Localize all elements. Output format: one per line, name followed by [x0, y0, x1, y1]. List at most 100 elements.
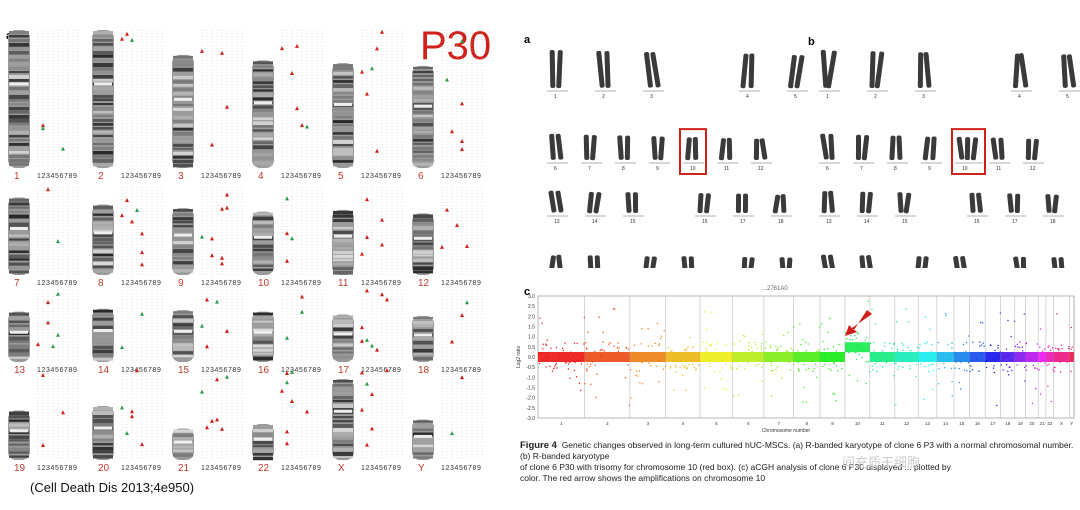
x-tick-label: 21: [1040, 421, 1046, 426]
chromosome-band: [253, 109, 273, 112]
acgh-dense-band: [869, 352, 895, 362]
chromosome-X: X 123456789: [332, 368, 403, 474]
chromosome-band: [333, 160, 353, 163]
karyotype-label: 14: [592, 219, 598, 225]
x-tick-label: 7: [777, 421, 780, 426]
acgh-point: [1034, 367, 1037, 369]
acgh-point: [968, 335, 970, 337]
centromere: [254, 101, 272, 105]
acgh-point: [980, 353, 982, 355]
acgh-point: [815, 376, 818, 379]
chromosome-band: [333, 164, 353, 167]
aberration-marker: [375, 46, 379, 51]
chromosome-band: [93, 349, 113, 354]
aberration-marker: [46, 187, 50, 192]
acgh-point: [710, 344, 712, 346]
aberration-marker: [370, 392, 374, 397]
chromosome-band: [413, 336, 433, 341]
karyotype-chromosome: [688, 256, 695, 268]
chromosome-band: [93, 111, 113, 114]
acgh-point: [598, 316, 600, 318]
acgh-point: [545, 344, 548, 347]
acgh-point: [584, 341, 587, 344]
chromosome-band: [253, 344, 273, 348]
x-axis-label: Chromosome number: [762, 428, 811, 434]
karyotype-chromosome: [786, 257, 793, 268]
karyotype-chromosome: [555, 190, 564, 213]
acgh-point: [664, 365, 667, 367]
centromere: [254, 437, 272, 441]
acgh-point: [867, 345, 870, 348]
acgh-point: [951, 342, 953, 344]
acgh-point: [635, 374, 637, 377]
chromosome-band: [253, 260, 273, 264]
acgh-point: [573, 369, 576, 372]
acgh-point: [685, 357, 688, 359]
acgh-point: [639, 382, 641, 384]
karyotype-chromosome: [889, 135, 896, 161]
acgh-point: [931, 343, 933, 346]
acgh-point: [586, 370, 588, 372]
acgh-point: [947, 344, 949, 346]
chromosome-band: [253, 441, 273, 445]
acgh-point: [874, 323, 877, 325]
acgh-point: [719, 371, 721, 373]
chromosome-band: [93, 79, 113, 82]
chromosome-band: [413, 242, 433, 246]
acgh-point: [1049, 349, 1052, 352]
acgh-point: [637, 352, 639, 354]
centromere: [334, 409, 352, 413]
acgh-point: [862, 349, 865, 351]
x-tick-label: 9: [831, 421, 834, 426]
acgh-point: [676, 359, 678, 362]
acgh-point: [569, 361, 571, 364]
acgh-point: [1011, 369, 1013, 372]
chromosome-10: 10 123456789: [252, 187, 323, 289]
chromosome-band: [93, 35, 113, 38]
acgh-point: [708, 353, 711, 356]
chromosome-band: [253, 137, 273, 140]
chromosome-band: [93, 341, 113, 344]
chromosome-band: [9, 127, 29, 130]
karyotype-chromosome: [549, 133, 556, 160]
tick-labels: 123456789: [361, 173, 401, 180]
x-tick-label: 6: [747, 421, 750, 426]
chromosome-band: [413, 70, 433, 74]
chromosome-band: [413, 150, 433, 153]
chromosome-band: [173, 257, 193, 260]
aberration-marker: [130, 409, 134, 414]
tick-labels: 123456789: [441, 465, 481, 472]
acgh-point: [585, 347, 588, 349]
chromosome-band: [173, 311, 193, 314]
acgh-point: [698, 364, 700, 366]
chromosome-band: [333, 404, 353, 408]
chromosome-band: [253, 105, 273, 109]
acgh-point: [630, 397, 632, 399]
chromosome-band: [333, 96, 353, 99]
karyotype-chromosome: [976, 192, 983, 213]
tick-labels: 123456789: [441, 173, 481, 180]
acgh-point: [709, 345, 711, 347]
chromosome-band: [173, 225, 193, 228]
acgh-point: [795, 360, 798, 363]
acgh-dense-band: [538, 352, 585, 362]
chromosome-band: [9, 328, 29, 331]
acgh-point: [881, 350, 884, 352]
chromosome-band: [9, 218, 29, 222]
acgh-point: [755, 344, 757, 346]
acgh-point: [980, 344, 983, 346]
acgh-point: [965, 351, 967, 353]
acgh-point: [613, 345, 615, 347]
karyotype-chromosome: [556, 50, 563, 89]
centromere: [334, 234, 352, 238]
acgh-point: [759, 353, 762, 355]
acgh-point: [744, 335, 746, 338]
chromosome-band: [173, 143, 193, 147]
karyotype-label: 13: [826, 219, 832, 225]
chromosome-band: [9, 198, 29, 202]
chromosome-label: 18: [418, 365, 430, 376]
acgh-point: [725, 344, 727, 346]
chromosome-band: [253, 244, 273, 248]
karyotype-label: 2: [874, 94, 877, 100]
chromosome-band: [173, 91, 193, 96]
